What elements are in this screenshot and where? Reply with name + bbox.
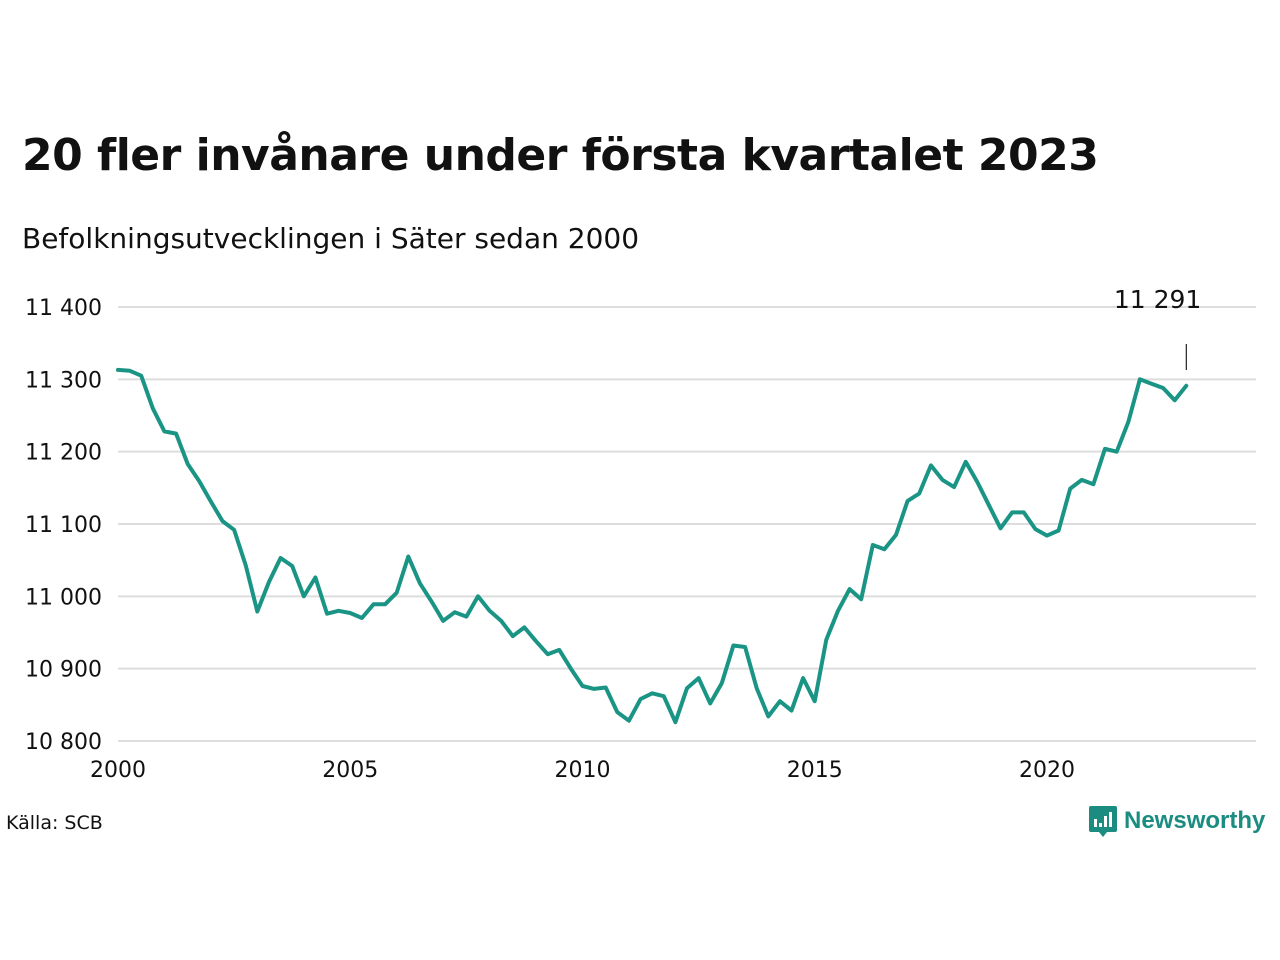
y-tick-label: 10 900 (25, 658, 102, 683)
y-tick-label: 11 100 (25, 513, 102, 538)
chart-subtitle: Befolkningsutvecklingen i Säter sedan 20… (22, 222, 640, 255)
newsworthy-logo-icon (1089, 806, 1117, 837)
x-tick-label: 2020 (1019, 758, 1075, 783)
y-tick-label: 11 400 (25, 296, 102, 321)
y-axis-tick-labels: 10 800 10 900 11 000 11 100 11 200 11 300 11 4… (25, 296, 102, 755)
x-tick-label: 2015 (787, 758, 843, 783)
source-note: Källa: SCB (6, 812, 103, 834)
y-tick-label: 11 000 (25, 585, 102, 610)
y-tick-label: 11 300 (25, 368, 102, 393)
y-tick-label: 11 200 (25, 441, 102, 466)
line-chart: 10 800 10 900 11 000 11 100 11 200 11 300 11 4… (25, 285, 1256, 783)
chart-title: 20 fler invånare under första kvartalet … (22, 130, 1099, 181)
brand-logo[interactable]: Newsworthy (1088, 804, 1265, 838)
grid-lines (118, 306, 1256, 742)
x-tick-label: 2005 (322, 758, 378, 783)
annotation-group: 11 291 (1114, 285, 1201, 370)
series-line (116, 367, 1189, 725)
series-group (116, 367, 1189, 725)
y-tick-label: 10 800 (25, 730, 102, 755)
annotation-label: 11 291 (1114, 285, 1201, 314)
brand-name: Newsworthy (1124, 807, 1266, 834)
x-tick-label: 2010 (554, 758, 610, 783)
x-tick-label: 2000 (90, 758, 146, 783)
x-axis-tick-labels: 2000 2005 2010 2015 2020 (90, 758, 1075, 783)
